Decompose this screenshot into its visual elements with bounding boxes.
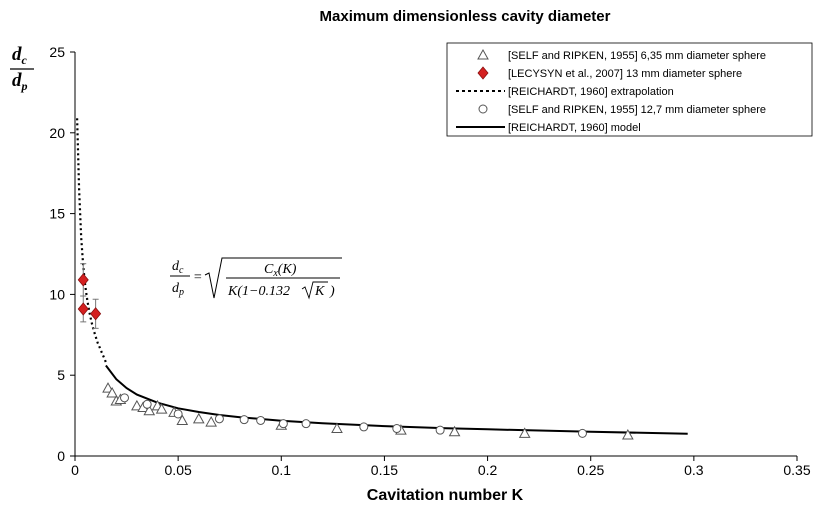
legend-entry-reichardt-model: [REICHARDT, 1960] model [508,122,641,134]
self-ripken-6-35-point [155,403,168,414]
self-ripken-6-35-point [621,428,634,440]
legend-entry-reichardt-extrapolation: [REICHARDT, 1960] extrapolation [508,86,674,98]
reichardt-model-line [105,364,688,435]
x-tick-label: 0 [71,462,79,478]
equation-rhs-denominator: K(1−0.132 [227,284,290,299]
chart-title: Maximum dimensionless cavity diameter [320,8,611,25]
x-axis-label: Cavitation number K [367,487,524,504]
equation-equals: = [193,270,202,285]
self-ripken-12-7-point [239,415,249,425]
y-tick-label: 15 [49,206,65,222]
self-ripken-12-7-point [256,415,266,425]
plot-series [76,118,688,440]
self-ripken-6-35-point [448,425,461,437]
x-tick-label: 0.35 [783,462,810,478]
lecysyn-point [77,273,89,287]
y-label-numerator: dc [12,44,28,67]
y-tick-label: 10 [49,286,65,302]
reichardt-extrapolation-line [76,118,107,363]
self-ripken-12-7-point [577,428,587,438]
x-tick-label: 0.05 [165,462,192,478]
self-ripken-12-7-point [301,419,311,429]
self-ripken-6-35-point [518,427,531,438]
self-ripken-12-7-point [214,414,224,424]
lecysyn-point [90,307,102,321]
legend-entry-lecysyn: [LECYSYN et al., 2007] 13 mm diameter sp… [508,68,742,80]
self-ripken-6-35-point [106,386,118,398]
legend-symbols [456,48,505,128]
self-ripken-12-7-point [359,422,369,432]
equation-inner-root-arg: K [314,284,325,299]
x-axis-ticks: 0 0.05 0.1 0.15 0.2 0.25 0.3 0.35 [71,456,811,478]
self-ripken-12-7-point [278,419,288,429]
self-ripken-6-35-point [131,399,143,411]
y-tick-label: 0 [57,448,65,464]
equation-inner-root-sign [301,281,328,300]
self-ripken-6-35-point [192,412,205,424]
y-axis-ticks: 0 5 10 15 20 25 [49,44,75,464]
self-ripken-12-7-point [142,399,152,409]
self-ripken-12-7-point [435,425,445,435]
equation-rhs-numerator: Cx(K) [264,262,297,279]
legend-diamond-symbol [477,66,489,80]
equation-lhs-numerator: dc [172,259,184,276]
legend-box [446,42,813,137]
equation-rhs-close: ) [329,284,335,299]
legend: [SELF and RIPKEN, 1955] 6,35 mm diameter… [446,42,813,137]
x-tick-label: 0.1 [272,462,292,478]
self-ripken-12-7-point [173,409,183,419]
axes [74,52,797,457]
self-ripken-6-35-point [176,414,189,425]
legend-entry-self-12-7: [SELF and RIPKEN, 1955] 12,7 mm diameter… [508,104,766,116]
self-ripken-12-7-point [392,424,402,434]
equation-root-sign [204,257,342,299]
y-label-denominator: dp [12,70,28,93]
lecysyn-point [77,302,89,316]
y-tick-label: 25 [49,44,65,60]
x-tick-label: 0.25 [577,462,604,478]
equation-annotation: dc dp = Cx(K) K(1−0.132 K ) [170,257,342,300]
x-tick-label: 0.2 [478,462,498,478]
self-ripken-12-7-point [120,393,130,403]
y-tick-label: 20 [49,125,65,141]
y-axis-label: dc dp [10,44,34,93]
equation-lhs-denominator: dp [172,281,184,298]
legend-entry-self-6-35: [SELF and RIPKEN, 1955] 6,35 mm diameter… [508,50,766,62]
self-ripken-6-35-point [331,422,343,434]
x-tick-label: 0.15 [371,462,398,478]
y-tick-label: 5 [57,367,65,383]
self-ripken-6-35-point [205,416,217,427]
x-tick-label: 0.3 [684,462,704,478]
legend-triangle-symbol [477,48,489,60]
legend-circle-symbol [478,104,488,114]
